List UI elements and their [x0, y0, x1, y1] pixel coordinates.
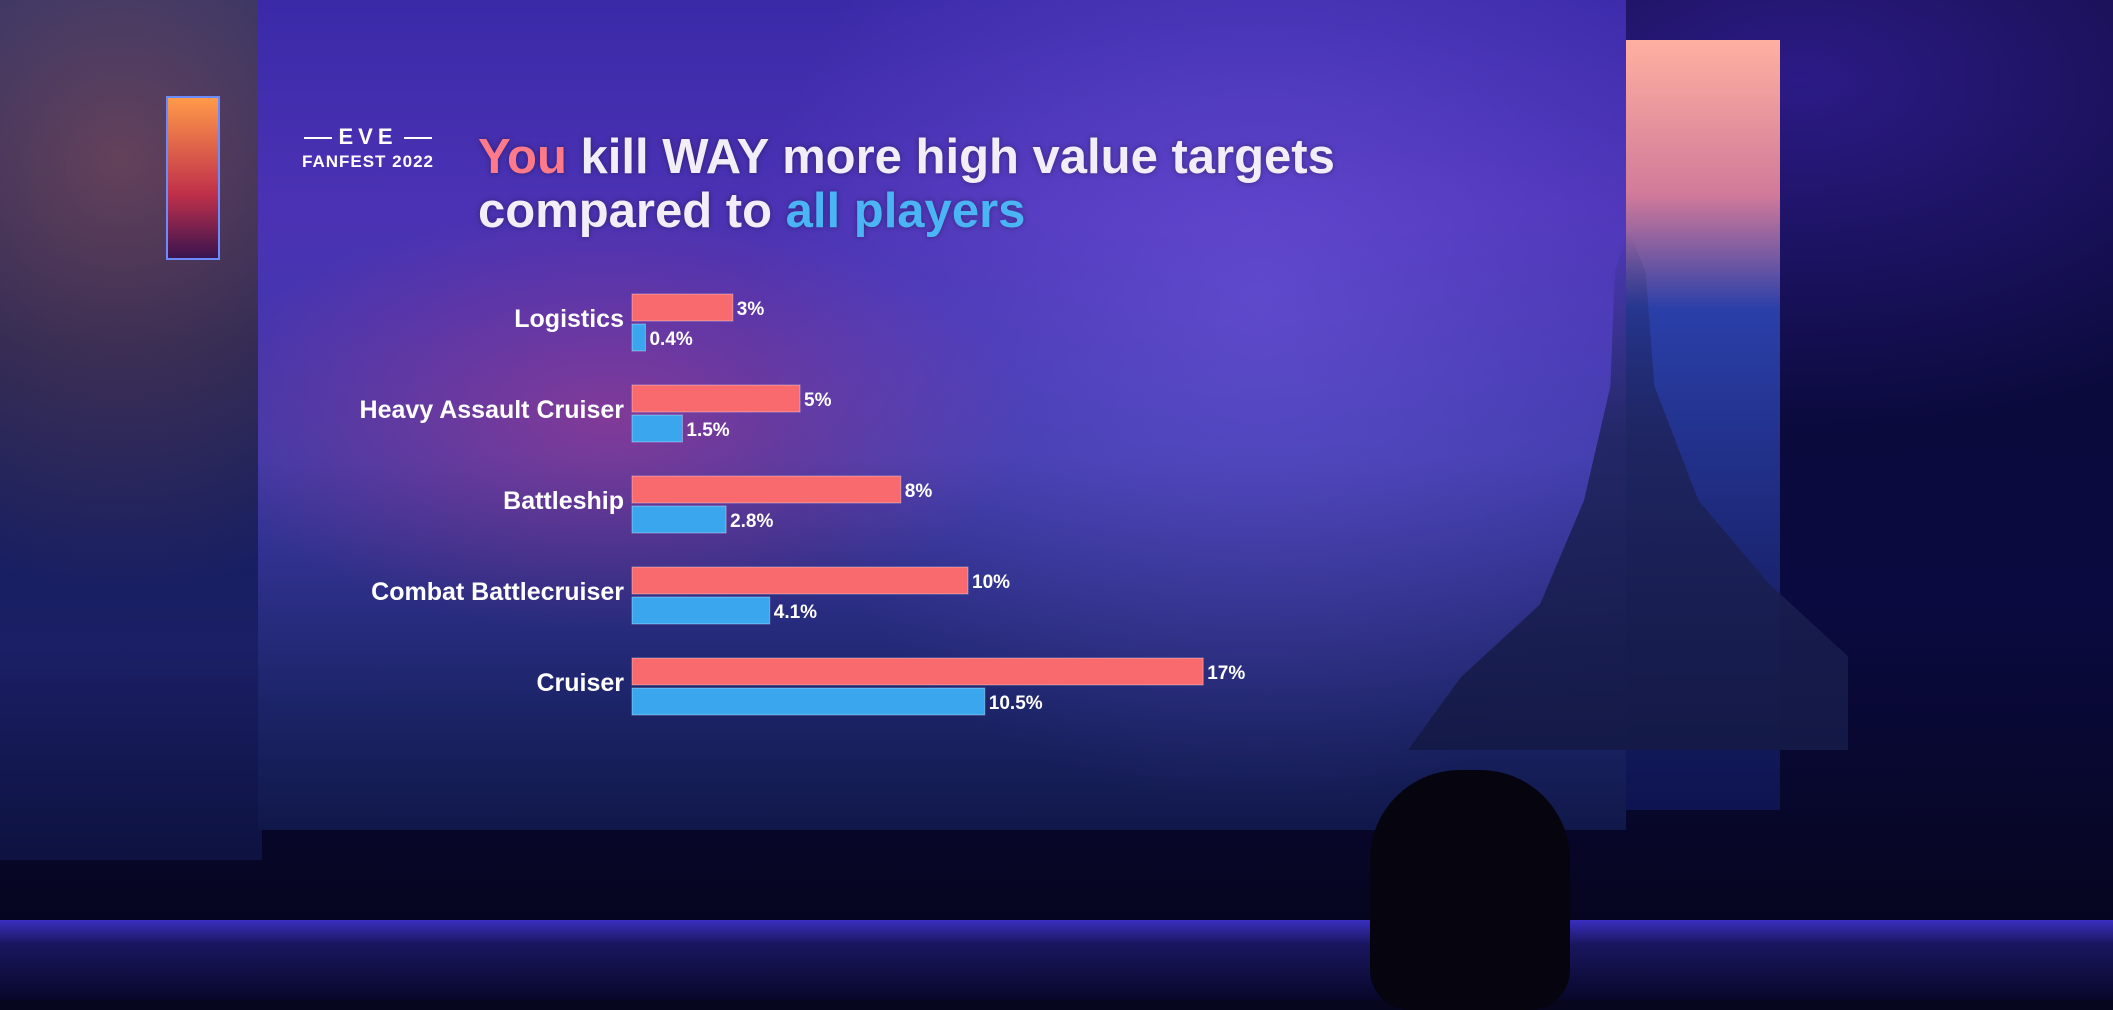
bar-all-players [631, 323, 646, 352]
logo-fanfest-text: FANFEST 2022 [302, 152, 434, 171]
title-highlight-you: You [478, 130, 567, 184]
value-label: 1.5% [686, 420, 729, 441]
side-poster [166, 96, 220, 260]
bar-you [631, 657, 1204, 686]
value-label: 2.8% [730, 511, 773, 532]
bar-all-players [631, 596, 771, 625]
bar-you [631, 475, 902, 504]
value-label: 17% [1207, 663, 1245, 684]
value-label: 10.5% [989, 693, 1043, 714]
eve-fanfest-logo: EVE FANFEST 2022 [298, 124, 438, 172]
bar-all-players [631, 505, 727, 534]
title-highlight-all-players: all players [785, 184, 1026, 238]
value-label: 0.4% [649, 329, 692, 350]
audience-member-silhouette [1370, 770, 1570, 1010]
bar-all-players [631, 414, 683, 443]
category-label: Battleship [503, 487, 624, 515]
value-label: 8% [905, 481, 933, 502]
left-side-screen [0, 0, 262, 860]
bar-you [631, 566, 969, 595]
title-middle: kill WAY more high value targets compare… [478, 130, 1335, 238]
value-label: 4.1% [774, 602, 817, 623]
value-label: 10% [972, 572, 1010, 593]
stage-edge [0, 920, 2113, 1000]
category-label: Cruiser [536, 669, 624, 697]
bar-all-players [631, 687, 986, 716]
value-label: 3% [737, 299, 765, 320]
category-label: Heavy Assault Cruiser [360, 396, 625, 424]
bar-you [631, 293, 734, 322]
value-label: 5% [804, 390, 832, 411]
logo-eve-text: EVE [298, 124, 438, 150]
slide-title: You kill WAY more high value targets com… [478, 130, 1418, 238]
presentation-slide [258, 0, 1848, 830]
category-label: Combat Battlecruiser [371, 578, 624, 606]
category-label: Logistics [514, 305, 624, 333]
bar-you [631, 384, 801, 413]
